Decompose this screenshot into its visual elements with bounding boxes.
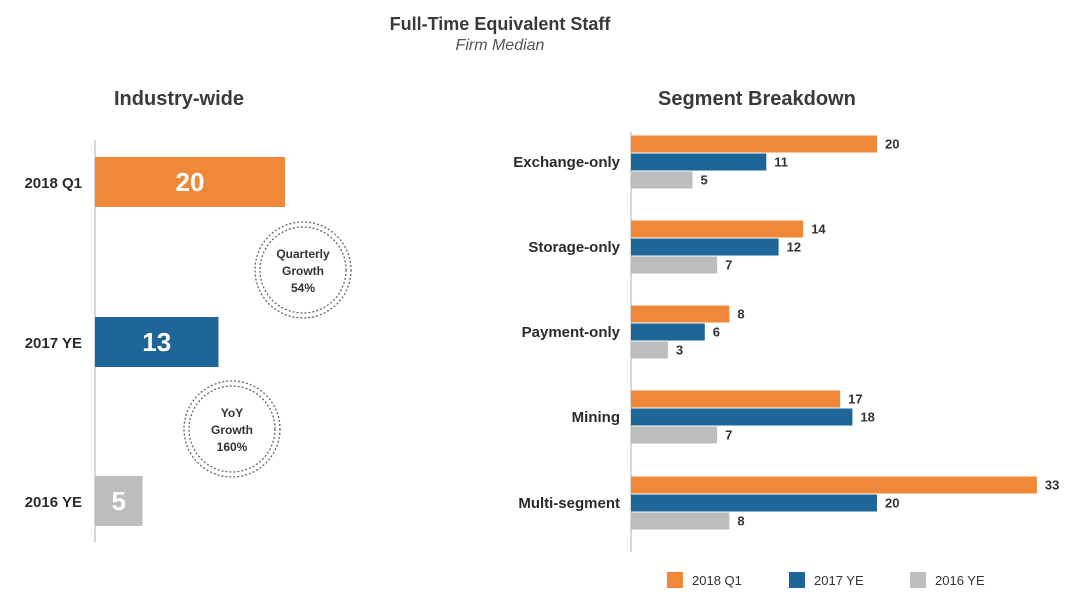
legend-swatch-2017-ye bbox=[789, 572, 805, 588]
category-label-payment-only: Payment-only bbox=[522, 324, 621, 341]
bar-mining-2017-ye bbox=[631, 408, 853, 426]
bar-2018-q1 bbox=[95, 157, 285, 207]
value-label-storage-only-2016-ye: 7 bbox=[725, 258, 732, 273]
growth-annotation-text: 54% bbox=[291, 281, 315, 295]
category-label-multi-segment: Multi-segment bbox=[518, 495, 620, 512]
value-label-multi-segment-2018-q1: 33 bbox=[1045, 478, 1059, 493]
value-label-mining-2018-q1: 17 bbox=[848, 392, 862, 407]
bar-exchange-only-2018-q1 bbox=[631, 135, 877, 153]
bar-payment-only-2016-ye bbox=[631, 341, 668, 359]
legend-label-2018-q1: 2018 Q1 bbox=[692, 573, 742, 588]
legend-label-2016-ye: 2016 YE bbox=[935, 573, 985, 588]
bar-storage-only-2016-ye bbox=[631, 256, 718, 274]
bar-2017-ye bbox=[95, 317, 219, 367]
bar-exchange-only-2017-ye bbox=[631, 153, 767, 171]
growth-annotation-text: YoY bbox=[221, 406, 243, 420]
category-label-2018-q1: 2018 Q1 bbox=[24, 175, 82, 192]
value-label-2017-ye: 13 bbox=[142, 327, 171, 357]
value-label-payment-only-2017-ye: 6 bbox=[713, 325, 720, 340]
value-label-2016-ye: 5 bbox=[112, 486, 126, 516]
category-label-exchange-only: Exchange-only bbox=[513, 154, 620, 171]
legend-swatch-2016-ye bbox=[910, 572, 926, 588]
bar-storage-only-2017-ye bbox=[631, 238, 779, 256]
chart-title: Full-Time Equivalent Staff bbox=[389, 14, 611, 34]
bar-multi-segment-2017-ye bbox=[631, 494, 877, 512]
bar-multi-segment-2016-ye bbox=[631, 512, 730, 530]
bar-payment-only-2018-q1 bbox=[631, 305, 730, 323]
bar-mining-2018-q1 bbox=[631, 390, 841, 408]
bar-2016-ye bbox=[95, 476, 143, 526]
value-label-multi-segment-2017-ye: 20 bbox=[885, 496, 899, 511]
value-label-payment-only-2016-ye: 3 bbox=[676, 343, 683, 358]
value-label-exchange-only-2017-ye: 11 bbox=[774, 155, 788, 170]
category-label-2017-ye: 2017 YE bbox=[25, 335, 82, 352]
value-label-exchange-only-2016-ye: 5 bbox=[701, 173, 708, 188]
category-label-mining: Mining bbox=[572, 409, 620, 426]
value-label-multi-segment-2016-ye: 8 bbox=[737, 514, 744, 529]
bar-storage-only-2018-q1 bbox=[631, 220, 804, 238]
legend-label-2017-ye: 2017 YE bbox=[814, 573, 864, 588]
industry-wide-title: Industry-wide bbox=[114, 88, 245, 110]
category-label-2016-ye: 2016 YE bbox=[25, 494, 82, 511]
value-label-mining-2017-ye: 18 bbox=[860, 410, 874, 425]
legend-swatch-2018-q1 bbox=[667, 572, 683, 588]
value-label-mining-2016-ye: 7 bbox=[725, 428, 732, 443]
growth-annotation-text: Growth bbox=[211, 423, 253, 437]
growth-circle-outer bbox=[254, 221, 352, 319]
segment-breakdown-chart: Exchange-only 20 11 5 Storage-only 14 12 7 Payme… bbox=[513, 135, 1059, 530]
bar-multi-segment-2018-q1 bbox=[631, 476, 1037, 494]
value-label-storage-only-2017-ye: 12 bbox=[787, 240, 801, 255]
category-label-storage-only: Storage-only bbox=[528, 239, 620, 256]
growth-circle-inner bbox=[259, 226, 347, 314]
chart-subtitle: Firm Median bbox=[455, 37, 545, 54]
growth-annotation-text: Quarterly bbox=[276, 247, 330, 261]
growth-annotation-text: Growth bbox=[282, 264, 324, 278]
value-label-payment-only-2018-q1: 8 bbox=[737, 307, 744, 322]
bar-mining-2016-ye bbox=[631, 426, 718, 444]
value-label-exchange-only-2018-q1: 20 bbox=[885, 137, 899, 152]
bar-payment-only-2017-ye bbox=[631, 323, 705, 341]
value-label-storage-only-2018-q1: 14 bbox=[811, 222, 826, 237]
legend: 2018 Q1 2017 YE 2016 YE bbox=[667, 572, 985, 588]
growth-annotation-text: 160% bbox=[217, 440, 248, 454]
bar-exchange-only-2016-ye bbox=[631, 171, 693, 189]
segment-breakdown-title: Segment Breakdown bbox=[658, 88, 856, 110]
growth-circle-outer bbox=[183, 380, 281, 478]
value-label-2018-q1: 20 bbox=[176, 167, 205, 197]
growth-circle-inner bbox=[188, 385, 276, 473]
industry-wide-chart: 20 2018 Q1 13 2017 YE 5 2016 YE Quarterly Growt… bbox=[24, 157, 352, 526]
